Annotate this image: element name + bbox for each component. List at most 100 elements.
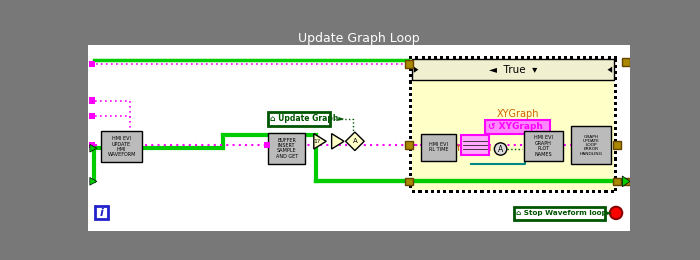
Bar [530, 56, 533, 59]
Bar [419, 56, 421, 59]
Bar [468, 190, 471, 193]
Text: ◄  True  ▾: ◄ True ▾ [489, 65, 537, 75]
Bar [409, 121, 412, 123]
Bar [409, 59, 412, 62]
Bar [409, 90, 412, 93]
Polygon shape [622, 176, 630, 187]
Bar [434, 56, 437, 59]
Bar [614, 56, 617, 59]
Bar [524, 190, 527, 193]
Bar [614, 145, 617, 148]
Bar [412, 59, 614, 81]
Bar [465, 190, 468, 193]
Bar [614, 188, 617, 191]
Bar [440, 190, 443, 193]
Bar [485, 120, 550, 134]
Bar [604, 56, 608, 59]
Bar [409, 87, 412, 90]
Bar [409, 93, 412, 96]
Bar [508, 56, 512, 59]
Bar [409, 167, 412, 170]
Bar [614, 164, 617, 167]
Bar [595, 56, 598, 59]
Bar [409, 114, 412, 118]
Bar [521, 56, 524, 59]
Bar [415, 190, 419, 193]
Bar [614, 93, 617, 96]
Bar [614, 118, 617, 121]
Bar [471, 190, 474, 193]
Bar [415, 56, 419, 59]
Bar [505, 56, 508, 59]
Bar [614, 74, 617, 77]
Bar [409, 65, 412, 68]
Bar [409, 118, 412, 121]
Bar [580, 190, 582, 193]
Bar [533, 56, 536, 59]
Bar [409, 108, 412, 111]
Bar [536, 190, 539, 193]
Polygon shape [414, 67, 419, 73]
Text: ⌂ Stop Waveform loop►: ⌂ Stop Waveform loop► [516, 210, 612, 216]
Bar [484, 190, 486, 193]
Bar [614, 114, 617, 118]
Bar [443, 56, 447, 59]
Bar [514, 207, 606, 220]
Bar [421, 134, 456, 161]
Bar [580, 56, 582, 59]
Bar [614, 173, 617, 176]
Bar [468, 56, 471, 59]
Bar [614, 81, 617, 83]
Bar [493, 190, 496, 193]
Bar [524, 131, 563, 161]
Bar [409, 188, 412, 191]
Polygon shape [346, 132, 364, 151]
Bar [428, 56, 430, 59]
Bar [614, 83, 617, 87]
Bar [425, 190, 428, 193]
Bar [549, 190, 552, 193]
Bar [412, 190, 415, 193]
Bar [614, 127, 617, 130]
Bar [477, 190, 480, 193]
Bar [586, 190, 589, 193]
Bar [614, 158, 617, 161]
Bar [614, 124, 617, 127]
Bar [614, 179, 617, 182]
Bar [89, 113, 95, 119]
Bar [614, 87, 617, 90]
Bar [539, 190, 542, 193]
Bar [425, 56, 428, 59]
Polygon shape [608, 67, 612, 73]
Bar [409, 179, 412, 182]
Bar [512, 190, 514, 193]
Bar [409, 190, 412, 193]
Bar [552, 190, 555, 193]
Bar [412, 56, 415, 59]
Bar [555, 190, 558, 193]
Bar [490, 56, 493, 59]
Bar [502, 56, 505, 59]
Text: i: i [100, 207, 104, 218]
Bar [582, 190, 586, 193]
Bar [564, 190, 567, 193]
Bar [465, 56, 468, 59]
Bar [474, 190, 477, 193]
Bar [614, 142, 617, 145]
Bar [409, 83, 412, 87]
Bar [462, 56, 465, 59]
Bar [589, 190, 592, 193]
Bar [499, 56, 502, 59]
Bar [614, 68, 617, 71]
Bar [614, 90, 617, 93]
Bar [530, 190, 533, 193]
Bar [471, 56, 474, 59]
Bar [449, 190, 452, 193]
Bar [89, 142, 95, 148]
Bar [409, 176, 412, 179]
Bar [458, 190, 462, 193]
Text: HMI EVI
GRAPH
PLOT
NAMES: HMI EVI GRAPH PLOT NAMES [533, 135, 553, 157]
Bar [614, 105, 617, 108]
Bar [533, 190, 536, 193]
Bar [514, 190, 517, 193]
